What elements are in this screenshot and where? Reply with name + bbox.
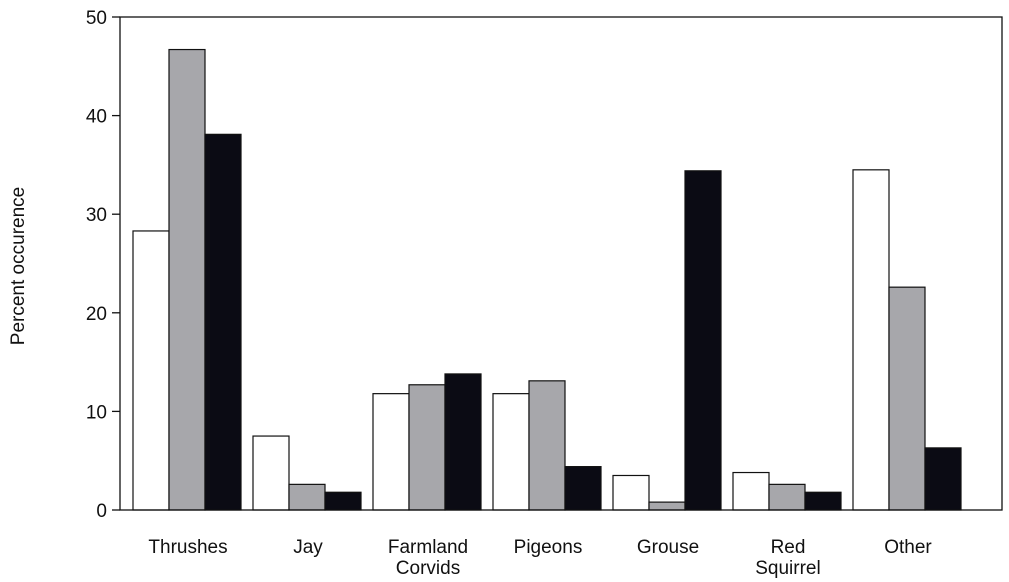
y-tick-label: 40 (86, 107, 107, 128)
bar-farmland-corvids-s1 (372, 393, 410, 511)
bar-thrushes-s2 (168, 48, 206, 511)
axes-group (119, 16, 1003, 511)
x-tick-label: Grouse (637, 537, 699, 558)
x-tick-label: Squirrel (755, 558, 820, 579)
bar-jay-s2 (288, 483, 326, 511)
y-tick-label: 20 (86, 304, 107, 325)
bar-other-s2 (888, 286, 926, 511)
bar-grouse-s2 (648, 501, 686, 511)
y-tick-label: 30 (86, 205, 107, 226)
y-tick-label: 50 (86, 8, 107, 29)
bar-farmland-corvids-s2 (408, 384, 446, 511)
bar-grouse-s3 (684, 170, 722, 511)
bar-jay-s3 (324, 491, 362, 511)
x-tick-label: Other (884, 537, 932, 558)
x-tick-label: Thrushes (148, 537, 227, 558)
bar-red-squirrel-s1 (732, 471, 770, 511)
bar-other-s3 (924, 447, 962, 511)
bar-grouse-s1 (612, 474, 650, 511)
x-tick-label: Corvids (396, 558, 460, 579)
plot-frame (119, 16, 1003, 511)
bar-thrushes-s1 (132, 230, 170, 511)
bar-farmland-corvids-s3 (444, 373, 482, 511)
x-tick-label: Red (771, 537, 806, 558)
x-tick-label: Farmland (388, 537, 468, 558)
bar-jay-s1 (252, 435, 290, 511)
bar-pigeons-s1 (492, 393, 530, 511)
y-axis-title: Percent occurence (8, 187, 29, 345)
y-tick-label: 0 (96, 501, 107, 522)
bar-red-squirrel-s3 (804, 491, 842, 511)
bar-other-s1 (852, 169, 890, 511)
bar-pigeons-s3 (564, 466, 602, 511)
x-tick-label: Pigeons (514, 537, 583, 558)
x-tick-label: Jay (293, 537, 323, 558)
bar-red-squirrel-s2 (768, 483, 806, 511)
bar-pigeons-s2 (528, 380, 566, 511)
bar-thrushes-s3 (204, 133, 242, 511)
y-tick-label: 10 (86, 402, 107, 423)
y-ticks-group: 0 10 20 30 40 50 (86, 8, 120, 522)
bars-group (132, 48, 962, 511)
